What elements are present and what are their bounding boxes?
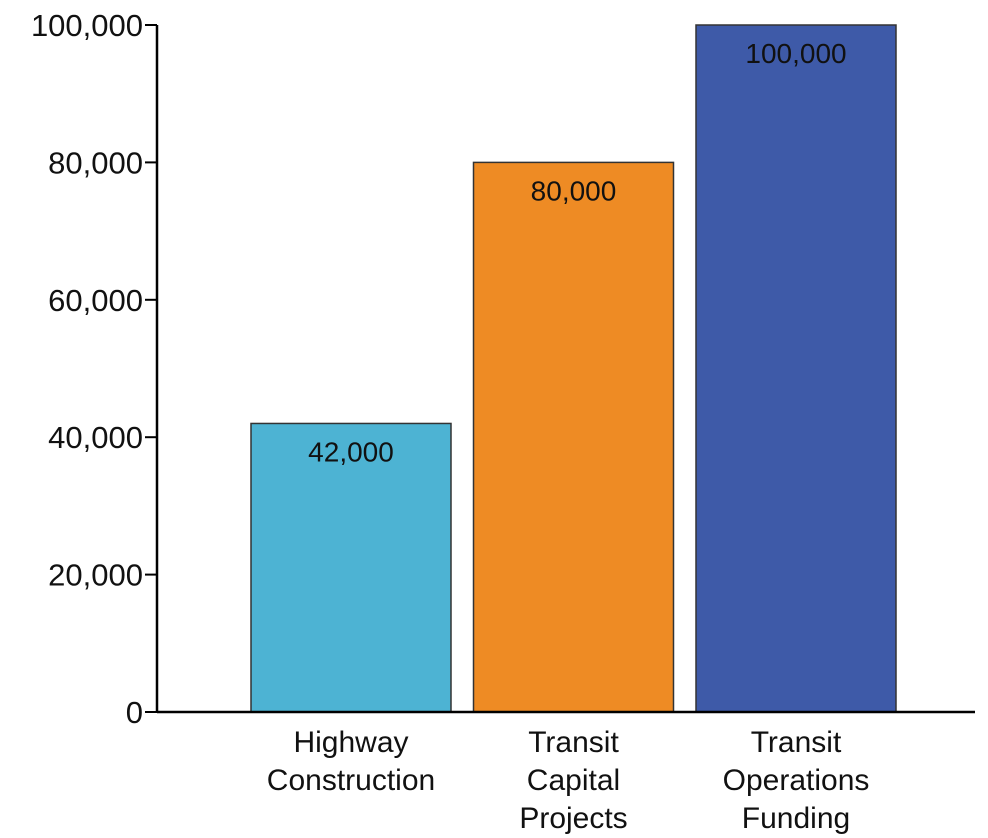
bar-data-label: 42,000	[308, 436, 394, 467]
bar-data-label: 80,000	[531, 175, 617, 206]
category-label-line: Transit	[528, 726, 619, 759]
y-tick-label: 20,000	[48, 558, 143, 593]
category-label-line: Funding	[742, 802, 850, 835]
y-tick-label: 0	[126, 695, 143, 730]
data-labels-group: 42,000 80,000 100,000	[308, 38, 846, 467]
category-label-line: Construction	[267, 764, 435, 797]
bar	[472, 161, 675, 713]
y-tick-label: 100,000	[31, 8, 143, 43]
category-label-line: Highway	[293, 726, 408, 759]
category-labels-group: Highway Construction Transit Capital Project…	[267, 726, 870, 835]
category-label: Transit Operations Funding	[723, 726, 870, 835]
y-tick-label: 60,000	[48, 283, 143, 318]
category-label: Transit Capital Projects	[519, 726, 627, 835]
category-label-line: Capital	[527, 764, 620, 797]
y-tick-label: 40,000	[48, 420, 143, 455]
bar-data-label: 100,000	[745, 38, 846, 69]
bars-group	[250, 24, 897, 713]
bar	[695, 24, 897, 713]
y-tick-label: 80,000	[48, 145, 143, 180]
category-label-line: Transit	[751, 726, 842, 759]
category-label-line: Operations	[723, 764, 870, 797]
category-label: Highway Construction	[267, 726, 435, 797]
category-label-line: Projects	[519, 802, 627, 835]
bar	[250, 422, 452, 713]
y-axis: 0 20,000 40,000 60,000 80,000 100,000	[31, 8, 159, 730]
